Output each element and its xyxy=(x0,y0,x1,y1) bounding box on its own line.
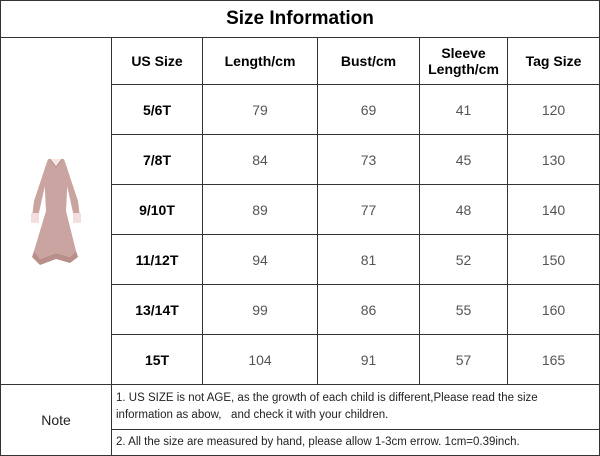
cell-value: 55 xyxy=(420,285,508,335)
cell-value: 57 xyxy=(420,335,508,385)
cell-value: 99 xyxy=(203,285,318,335)
column-header: Length/cm xyxy=(203,38,318,85)
cell-value: 104 xyxy=(203,335,318,385)
cell-value: 73 xyxy=(318,135,420,185)
column-header: Tag Size xyxy=(508,38,600,85)
column-header: US Size xyxy=(112,38,203,85)
cell-value: 94 xyxy=(203,235,318,285)
cell-value: 130 xyxy=(508,135,600,185)
cell-value: 89 xyxy=(203,185,318,235)
row-header: 5/6T xyxy=(112,85,203,135)
cell-value: 165 xyxy=(508,335,600,385)
row-header: 13/14T xyxy=(112,285,203,335)
note-label: Note xyxy=(0,385,112,456)
row-header: 9/10T xyxy=(112,185,203,235)
row-header: 11/12T xyxy=(112,235,203,285)
cell-value: 79 xyxy=(203,85,318,135)
cell-value: 120 xyxy=(508,85,600,135)
cell-value: 91 xyxy=(318,335,420,385)
cell-value: 140 xyxy=(508,185,600,235)
cell-value: 150 xyxy=(508,235,600,285)
column-header: Sleeve Length/cm xyxy=(420,38,508,85)
cell-value: 77 xyxy=(318,185,420,235)
cell-value: 52 xyxy=(420,235,508,285)
cell-value: 160 xyxy=(508,285,600,335)
cell-value: 84 xyxy=(203,135,318,185)
product-image xyxy=(0,38,112,385)
title: Size Information xyxy=(0,0,600,38)
cell-value: 41 xyxy=(420,85,508,135)
cell-value: 81 xyxy=(318,235,420,285)
row-header: 7/8T xyxy=(112,135,203,185)
note-line: 2. All the size are measured by hand, pl… xyxy=(112,430,600,456)
cell-value: 48 xyxy=(420,185,508,235)
row-header: 15T xyxy=(112,335,203,385)
column-header: Bust/cm xyxy=(318,38,420,85)
dress-icon xyxy=(31,158,81,265)
cell-value: 45 xyxy=(420,135,508,185)
note-line: 1. US SIZE is not AGE, as the growth of … xyxy=(112,385,600,430)
cell-value: 69 xyxy=(318,85,420,135)
cell-value: 86 xyxy=(318,285,420,335)
